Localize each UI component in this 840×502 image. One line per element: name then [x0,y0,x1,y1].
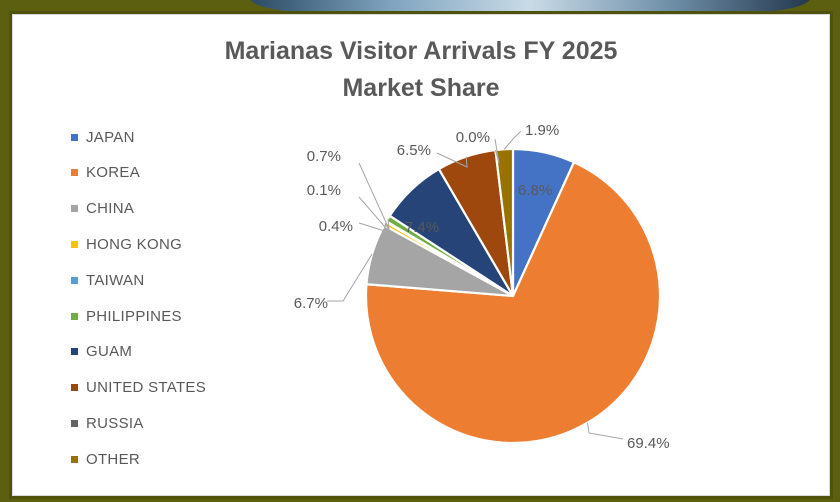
legend-swatch [71,348,78,356]
pie-chart: 6.8% 69.4% 6.7% 0.4% 0.1% 0.7% 7.4% 6.5% 0.0% 1.9… [294,122,670,452]
data-label-russia: 0.0% [456,129,490,146]
leader-line-philippines [358,162,390,230]
pie-slice-korea [364,160,662,445]
leader-line-hong-kong [358,222,393,234]
data-label-united-states: 6.5% [397,142,431,159]
legend-item-hong-kong: HONG KONG [71,234,182,254]
legend-label: PHILIPPINES [86,307,182,325]
legend-label: UNITED STATES [86,379,207,397]
leader-line-united-states [436,152,468,168]
background-photo [250,0,810,12]
legend-label: JAPAN [86,128,135,146]
chart-title: Marianas Visitor Arrivals FY 2025 [224,37,618,65]
leader-line-china [327,253,373,302]
legend-item-united-states: UNITED STATES [71,378,206,398]
legend-label: HONG KONG [86,235,183,253]
data-label-guam: 7.4% [405,219,439,236]
legend-label: CHINA [86,200,135,218]
chart-panel: Marianas Visitor Arrivals FY 2025 Market… [12,14,830,496]
legend-swatch [71,133,78,141]
data-label-hong-kong: 0.4% [319,218,353,235]
chart-subtitle: Market Share [342,74,500,102]
leader-line-other [503,130,522,150]
legend-item-china: CHINA [71,199,134,219]
legend-swatch [71,205,78,213]
legend-item-taiwan: TAIWAN [71,270,144,290]
legend-item-korea: KOREA [71,163,140,183]
data-label-korea: 69.4% [627,435,670,452]
chart-title-block: Marianas Visitor Arrivals FY 2025 Market… [13,33,829,107]
legend-item-guam: GUAM [71,342,132,362]
legend-label: KOREA [86,164,141,182]
legend-item-japan: JAPAN [71,127,135,147]
legend-swatch [71,455,78,463]
legend-swatch [71,419,78,427]
legend-swatch [71,312,78,320]
data-label-taiwan: 0.1% [307,182,341,199]
data-label-philippines: 0.7% [307,148,341,165]
legend-swatch [71,240,78,248]
legend-swatch [71,169,78,177]
leader-line-taiwan [358,196,387,229]
legend-label: RUSSIA [86,414,144,432]
legend-label: GUAM [86,343,133,361]
legend-item-philippines: PHILIPPINES [71,306,182,326]
data-label-japan: 6.8% [518,182,552,199]
legend-item-other: OTHER [71,449,140,469]
background-photo-strip [0,0,840,12]
legend-swatch [71,384,78,392]
leader-line-korea [587,422,624,440]
legend-swatch [71,276,78,284]
legend-label: OTHER [86,450,140,468]
leader-line-russia [494,138,500,164]
data-label-china: 6.7% [294,295,328,312]
legend-label: TAIWAN [86,271,145,289]
data-label-other: 1.9% [525,122,559,139]
legend-item-russia: RUSSIA [71,413,144,433]
